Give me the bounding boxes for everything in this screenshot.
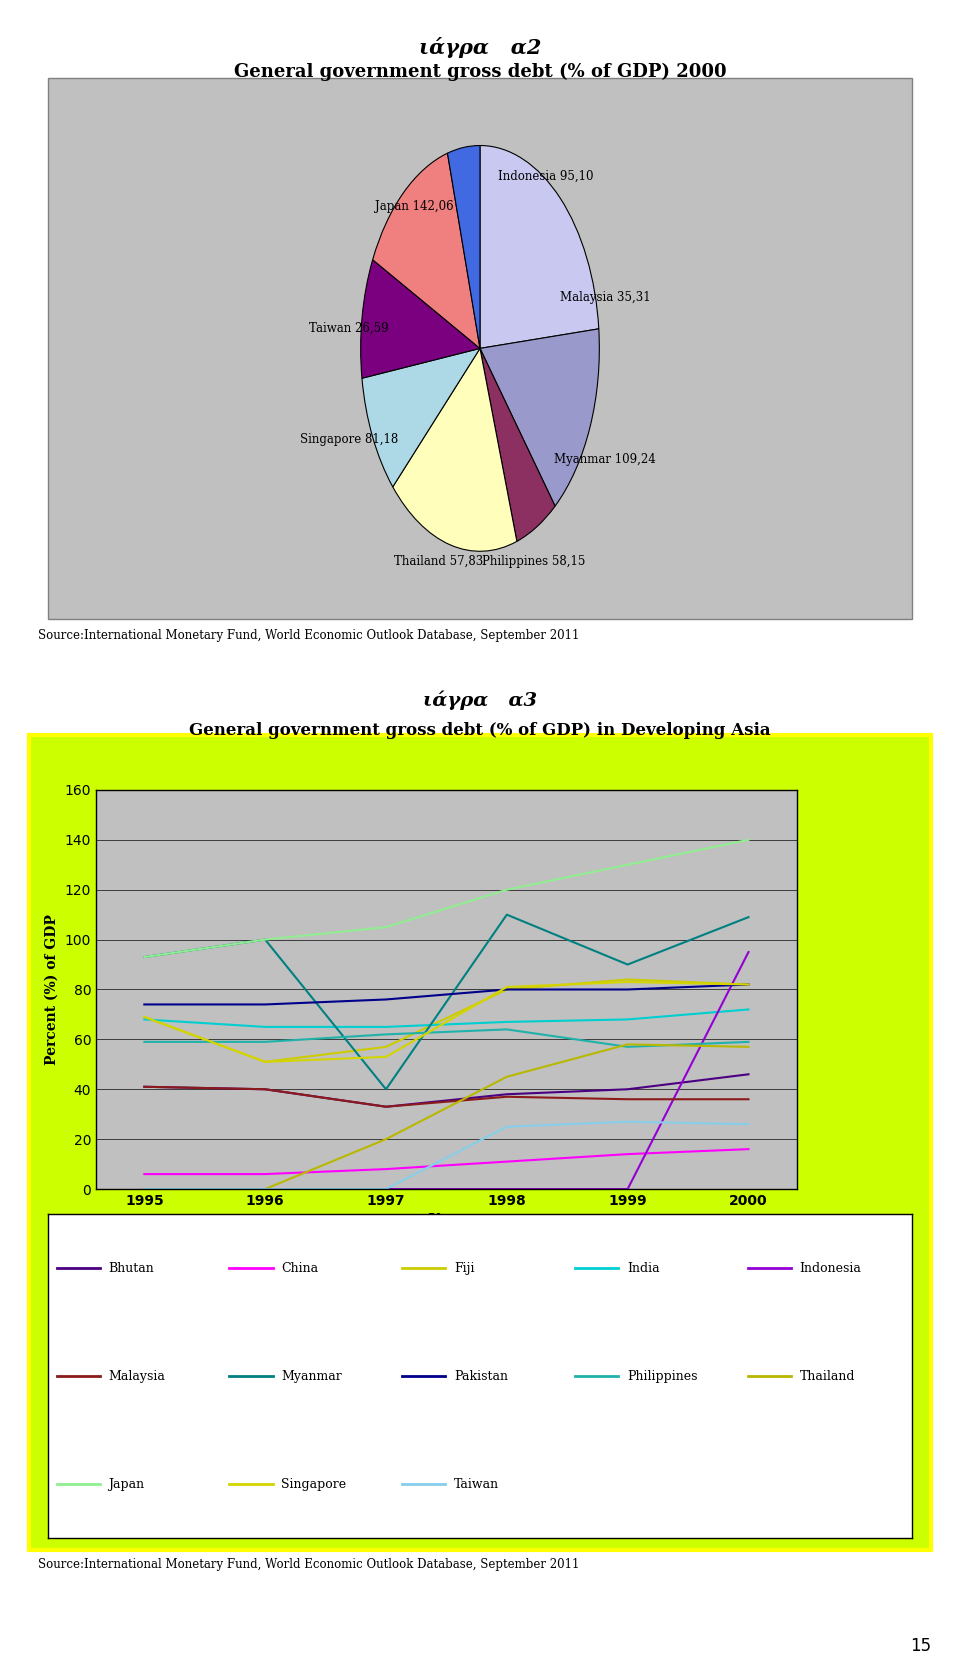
Text: Pakistan: Pakistan xyxy=(454,1370,508,1382)
Wedge shape xyxy=(480,349,555,542)
Text: Japan 142,06: Japan 142,06 xyxy=(375,200,454,213)
X-axis label: Year: Year xyxy=(428,1214,465,1227)
Wedge shape xyxy=(480,329,599,506)
Text: India: India xyxy=(627,1262,660,1274)
Text: Singapore 81,18: Singapore 81,18 xyxy=(300,432,397,446)
Text: Singapore: Singapore xyxy=(281,1478,347,1490)
Text: Fiji: Fiji xyxy=(454,1262,474,1274)
Text: Malaysia 35,31: Malaysia 35,31 xyxy=(560,291,651,304)
Text: General government gross debt (% of GDP) in Developing Asia: General government gross debt (% of GDP)… xyxy=(189,722,771,738)
Text: ιάγρα   α3: ιάγρα α3 xyxy=(423,690,537,710)
Wedge shape xyxy=(480,145,599,349)
Text: Indonesia: Indonesia xyxy=(800,1262,861,1274)
Text: Taiwan: Taiwan xyxy=(454,1478,499,1490)
Wedge shape xyxy=(361,259,480,378)
Y-axis label: Percent (%) of GDP: Percent (%) of GDP xyxy=(45,915,60,1064)
Text: Bhutan: Bhutan xyxy=(108,1262,155,1274)
Text: Myanmar: Myanmar xyxy=(281,1370,342,1382)
Wedge shape xyxy=(372,153,480,349)
Text: Myanmar 109,24: Myanmar 109,24 xyxy=(555,454,657,467)
Text: Thailand 57,83: Thailand 57,83 xyxy=(394,555,483,569)
Text: General government gross debt (% of GDP) 2000: General government gross debt (% of GDP)… xyxy=(233,63,727,81)
Text: Malaysia: Malaysia xyxy=(108,1370,165,1382)
Text: Japan: Japan xyxy=(108,1478,145,1490)
Text: Philippines 58,15: Philippines 58,15 xyxy=(482,555,586,569)
Text: Taiwan 26,59: Taiwan 26,59 xyxy=(309,321,389,334)
Text: Thailand: Thailand xyxy=(800,1370,855,1382)
Wedge shape xyxy=(447,145,480,349)
Wedge shape xyxy=(393,349,516,550)
Text: 15: 15 xyxy=(910,1636,931,1655)
Text: Indonesia 95,10: Indonesia 95,10 xyxy=(498,170,593,183)
Text: Source:International Monetary Fund, World Economic Outlook Database, September 2: Source:International Monetary Fund, Worl… xyxy=(38,1558,580,1572)
Wedge shape xyxy=(362,349,480,487)
Text: Philippines: Philippines xyxy=(627,1370,697,1382)
Text: China: China xyxy=(281,1262,319,1274)
Text: Source:International Monetary Fund, World Economic Outlook Database, September 2: Source:International Monetary Fund, Worl… xyxy=(38,629,580,642)
Text: ιάγρα   α2: ιάγρα α2 xyxy=(419,37,541,58)
